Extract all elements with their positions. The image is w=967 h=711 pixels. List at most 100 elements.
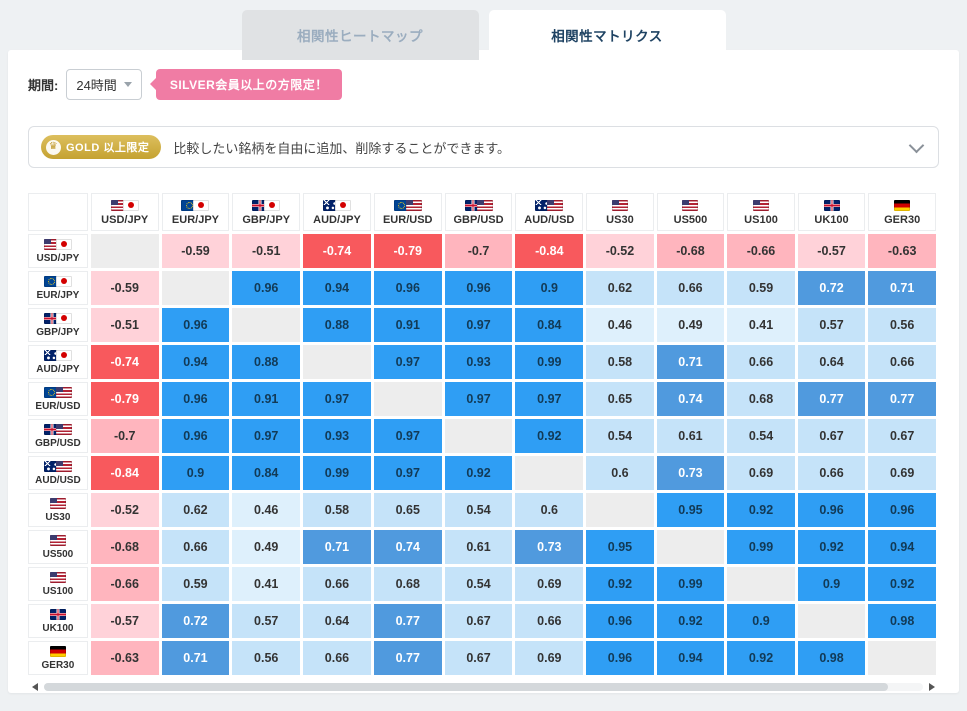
period-select[interactable]: 24時間 bbox=[66, 68, 142, 100]
matrix-cell-US30-EUR-JPY: 0.62 bbox=[161, 493, 230, 527]
matrix-cell-GBP-USD-GBP-JPY: 0.97 bbox=[232, 419, 301, 453]
flag-jp-icon bbox=[122, 199, 139, 211]
flag-gb-icon bbox=[252, 199, 269, 211]
tab-correlation-heatmap[interactable]: 相関性ヒートマップ bbox=[241, 10, 479, 60]
matrix-cell-EUR-USD-US100: 0.68 bbox=[727, 382, 795, 416]
matrix-cell-US30-US500: 0.95 bbox=[656, 493, 725, 527]
scrollbar-track[interactable] bbox=[44, 683, 923, 691]
matrix-row-GBP-USD: GBP/USD -0.7 0.96 0.97 0.93 0.97 0.92 0.54 0.61 0… bbox=[28, 419, 936, 453]
symbol-label: GER30 bbox=[41, 660, 75, 671]
symbol-flags bbox=[30, 571, 86, 583]
matrix-cell-UK100-US100: 0.9 bbox=[727, 604, 795, 638]
flag-us-icon bbox=[55, 460, 72, 472]
symbol-flags bbox=[729, 199, 793, 211]
symbol-flags bbox=[30, 608, 86, 620]
column-header-USD-JPY: USD/JPY bbox=[90, 193, 159, 231]
matrix-row-UK100: UK100 -0.57 0.72 0.57 0.64 0.77 0.67 0.66 0.96 0.… bbox=[28, 604, 936, 638]
matrix-cell-US100-UK100: 0.9 bbox=[797, 567, 866, 601]
tab-correlation-matrix[interactable]: 相関性マトリクス bbox=[488, 10, 726, 60]
matrix-cell-US500-GER30: 0.94 bbox=[868, 530, 936, 564]
symbol-flags bbox=[588, 199, 651, 211]
symbol-label: GER30 bbox=[884, 214, 921, 226]
matrix-cell-US500-US100: 0.99 bbox=[727, 530, 795, 564]
matrix-cell-EUR-USD-US30: 0.65 bbox=[586, 382, 654, 416]
symbol-flags bbox=[30, 275, 86, 287]
matrix-cell-GBP-USD-GER30: 0.67 bbox=[868, 419, 936, 453]
flag-gb-icon bbox=[43, 423, 60, 435]
matrix-row-EUR-JPY: EUR/JPY -0.59 0.96 0.94 0.96 0.96 0.9 0.62 0.66 0… bbox=[28, 271, 936, 305]
matrix-cell-GER30-AUD-USD: 0.69 bbox=[515, 641, 584, 675]
matrix-cell-AUD-JPY-US500: 0.71 bbox=[656, 345, 725, 379]
matrix-cell-GER30-UK100: 0.98 bbox=[797, 641, 866, 675]
matrix-diagonal-cell bbox=[586, 493, 654, 527]
symbol-flags bbox=[30, 386, 86, 398]
matrix-cell-US500-GBP-JPY: 0.49 bbox=[232, 530, 301, 564]
matrix-cell-EUR-JPY-USD-JPY: -0.59 bbox=[90, 271, 159, 305]
matrix-cell-EUR-USD-GBP-USD: 0.97 bbox=[444, 382, 513, 416]
matrix-cell-US500-UK100: 0.92 bbox=[797, 530, 866, 564]
symbol-flags bbox=[30, 312, 86, 324]
symbol-label: GBP/USD bbox=[35, 438, 81, 449]
scroll-left-button[interactable] bbox=[28, 681, 42, 693]
matrix-cell-AUD-JPY-GER30: 0.66 bbox=[868, 345, 936, 379]
matrix-cell-US30-AUD-JPY: 0.58 bbox=[303, 493, 371, 527]
matrix-cell-EUR-USD-USD-JPY: -0.79 bbox=[90, 382, 159, 416]
matrix-cell-EUR-USD-US500: 0.74 bbox=[656, 382, 725, 416]
matrix-row-US30: US30 -0.52 0.62 0.46 0.58 0.65 0.54 0.6 0.95 0.92… bbox=[28, 493, 936, 527]
matrix-cell-USD-JPY-AUD-USD: -0.84 bbox=[515, 234, 584, 268]
symbol-flags bbox=[30, 238, 86, 250]
matrix-cell-GBP-JPY-EUR-JPY: 0.96 bbox=[161, 308, 230, 342]
matrix-cell-EUR-JPY-EUR-USD: 0.96 bbox=[373, 271, 442, 305]
symbol-flags bbox=[659, 199, 723, 211]
matrix-diagonal-cell bbox=[868, 641, 936, 675]
matrix-cell-US100-US30: 0.92 bbox=[586, 567, 654, 601]
row-header-EUR-JPY: EUR/JPY bbox=[28, 271, 88, 305]
matrix-cell-EUR-JPY-US100: 0.59 bbox=[727, 271, 795, 305]
row-header-UK100: UK100 bbox=[28, 604, 88, 638]
flag-jp-icon bbox=[264, 199, 281, 211]
matrix-cell-EUR-JPY-GER30: 0.71 bbox=[868, 271, 936, 305]
symbol-flags bbox=[30, 645, 86, 657]
matrix-diagonal-cell bbox=[373, 382, 442, 416]
matrix-cell-GBP-JPY-GER30: 0.56 bbox=[868, 308, 936, 342]
tab-bar: 相関性ヒートマップ 相関性マトリクス bbox=[0, 0, 967, 60]
chevron-down-icon[interactable] bbox=[908, 137, 925, 153]
matrix-cell-US500-USD-JPY: -0.68 bbox=[90, 530, 159, 564]
matrix-cell-GBP-JPY-GBP-USD: 0.97 bbox=[444, 308, 513, 342]
scroll-right-button[interactable] bbox=[925, 681, 939, 693]
matrix-cell-US30-EUR-USD: 0.65 bbox=[373, 493, 442, 527]
matrix-cell-US30-GBP-JPY: 0.46 bbox=[232, 493, 301, 527]
matrix-cell-US30-GBP-USD: 0.54 bbox=[444, 493, 513, 527]
matrix-cell-GBP-USD-US500: 0.61 bbox=[656, 419, 725, 453]
matrix-diagonal-cell bbox=[90, 234, 159, 268]
period-controls: 期間: 24時間 SILVER会員以上の方限定！ bbox=[28, 68, 939, 100]
matrix-cell-GER30-EUR-USD: 0.77 bbox=[373, 641, 442, 675]
column-header-AUD-USD: AUD/USD bbox=[515, 193, 584, 231]
matrix-cell-AUD-USD-US500: 0.73 bbox=[656, 456, 725, 490]
matrix-cell-GBP-USD-UK100: 0.67 bbox=[797, 419, 866, 453]
symbol-label: EUR/USD bbox=[35, 401, 81, 412]
column-header-US500: US500 bbox=[656, 193, 725, 231]
symbol-label: US100 bbox=[42, 586, 74, 597]
matrix-cell-GBP-JPY-US500: 0.49 bbox=[656, 308, 725, 342]
row-header-US500: US500 bbox=[28, 530, 88, 564]
symbol-flags bbox=[93, 199, 157, 211]
correlation-matrix: USD/JPY EUR/JPY GBP/JPY AUD/JPY EUR/USD GBP/U… bbox=[28, 190, 939, 694]
matrix-cell-AUD-USD-EUR-JPY: 0.9 bbox=[161, 456, 230, 490]
symbol-label: EUR/USD bbox=[382, 214, 433, 226]
matrix-cell-GBP-JPY-EUR-USD: 0.91 bbox=[373, 308, 442, 342]
matrix-cell-UK100-EUR-USD: 0.77 bbox=[373, 604, 442, 638]
flag-us-icon bbox=[611, 199, 628, 211]
flag-eu-icon bbox=[43, 386, 60, 398]
matrix-cell-AUD-USD-US100: 0.69 bbox=[727, 456, 795, 490]
flag-jp-icon bbox=[55, 275, 72, 287]
scrollbar-thumb[interactable] bbox=[44, 683, 888, 691]
flag-de-icon bbox=[49, 645, 66, 657]
matrix-cell-USD-JPY-EUR-USD: -0.79 bbox=[373, 234, 442, 268]
matrix-corner-cell bbox=[28, 193, 88, 231]
matrix-cell-EUR-USD-GBP-JPY: 0.91 bbox=[232, 382, 301, 416]
matrix-cell-UK100-US30: 0.96 bbox=[586, 604, 654, 638]
symbol-flags bbox=[164, 199, 228, 211]
matrix-cell-GER30-US100: 0.92 bbox=[727, 641, 795, 675]
matrix-cell-AUD-USD-US30: 0.6 bbox=[586, 456, 654, 490]
